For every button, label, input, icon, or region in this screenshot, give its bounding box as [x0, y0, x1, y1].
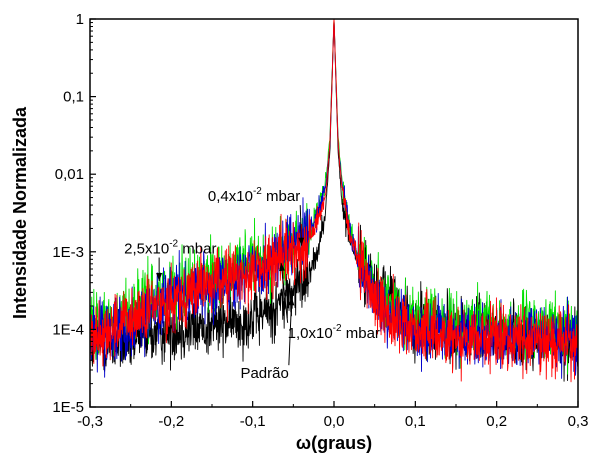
y-tick-label: 0,1 [63, 89, 84, 106]
annotation-unit: mbar [262, 188, 300, 205]
annotation-arrow-head [279, 262, 285, 272]
x-tick-label: -0,1 [240, 413, 266, 430]
annotation-exponent: -2 [333, 323, 342, 334]
annotation-arrow-head [298, 237, 305, 246]
y-axis: 1E-5 1E-4 1E-3 0,01 0,1 1 [52, 11, 96, 416]
annotation-arrow-line [288, 297, 293, 366]
x-tick-label: -0,2 [158, 413, 184, 430]
annotation-unit: mbar [178, 241, 216, 258]
annotation-exponent: -2 [169, 239, 178, 250]
annotation-base: 2,5x10 [124, 241, 169, 258]
x-tick-label: 0,1 [405, 413, 426, 430]
y-tick-label: 1E-4 [52, 321, 84, 338]
annotation-base: 0,4x10 [208, 188, 253, 205]
y-axis-title: Intensidade Normalizada [10, 106, 30, 319]
y-tick-label: 1E-3 [52, 244, 84, 261]
series-annotation-2: 1,0x10-2 mbar [288, 323, 380, 342]
series-annotation-0: 0,4x10-2 mbar [208, 186, 300, 205]
x-tick-label: -0,3 [77, 413, 103, 430]
x-axis-title: ω(graus) [296, 433, 372, 453]
x-tick-label: 0,3 [568, 413, 589, 430]
x-tick-label: 0,0 [324, 413, 345, 430]
annotation-base: Padrão [240, 365, 288, 382]
annotation-arrow-head [288, 297, 295, 306]
annotation-arrow-line [280, 262, 289, 323]
annotation-base: 1,0x10 [288, 325, 333, 342]
series-annotation-3: Padrão [240, 365, 288, 382]
x-tick-label: 0,2 [486, 413, 507, 430]
annotation-unit: mbar [342, 325, 380, 342]
x-axis: -0,3 -0,2 -0,1 0,0 0,1 0,2 0,3 [77, 401, 588, 430]
y-tick-label: 0,01 [55, 166, 84, 183]
y-tick-label: 1E-5 [52, 399, 84, 416]
series-annotation-1: 2,5x10-2 mbar [124, 239, 216, 258]
y-tick-label: 1 [76, 11, 84, 28]
annotation-arrow-head [156, 273, 163, 282]
annotation-exponent: -2 [253, 186, 262, 197]
